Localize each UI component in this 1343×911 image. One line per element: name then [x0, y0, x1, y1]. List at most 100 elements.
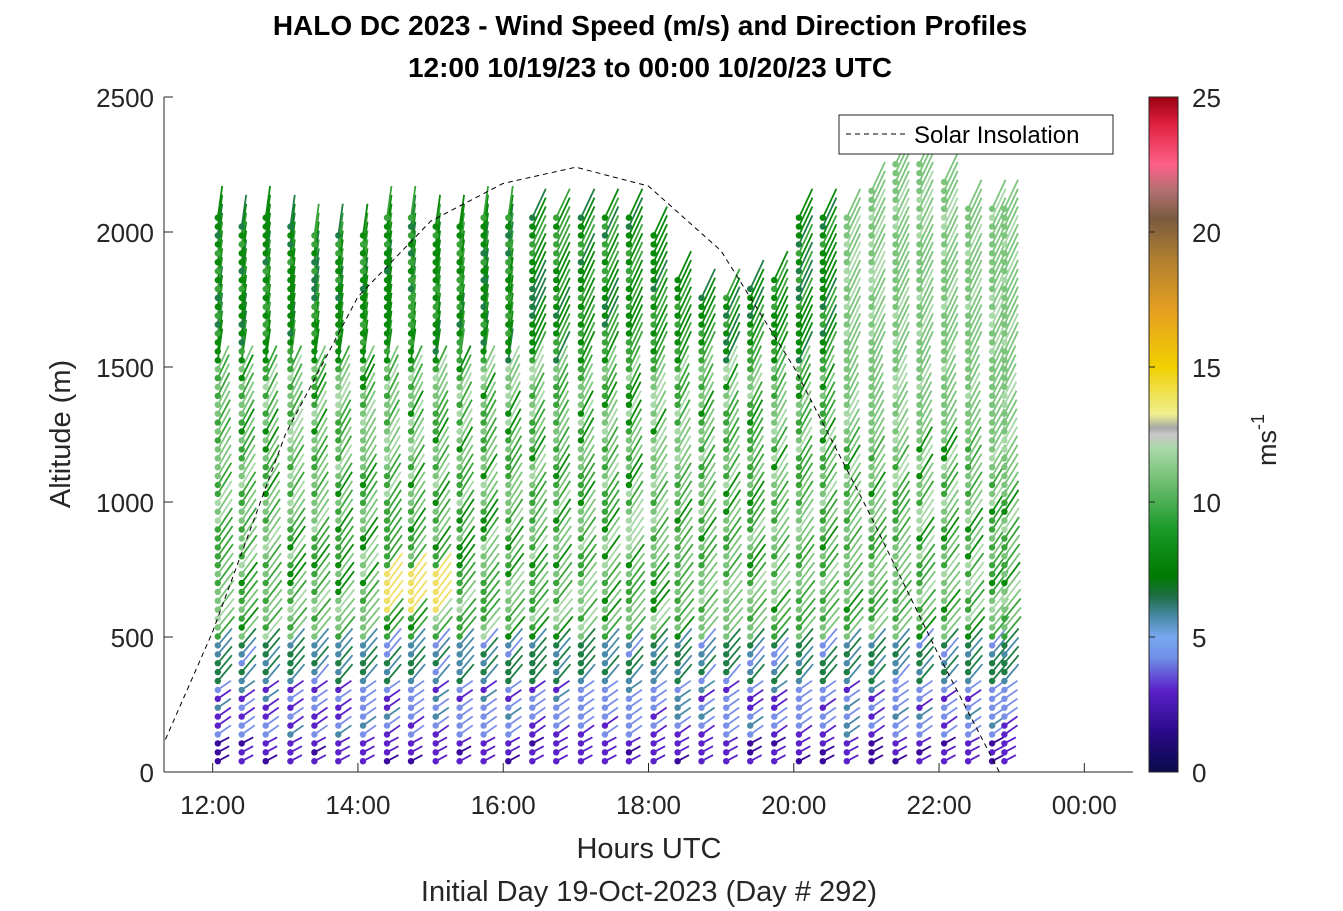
wind-barb-point: [747, 713, 754, 720]
wind-barb-point: [577, 597, 585, 604]
wind-barb-point: [407, 455, 415, 462]
wind-barb-point: [625, 606, 633, 613]
wind-barb-shaft: [652, 654, 669, 673]
wind-barb-shaft: [216, 381, 231, 406]
wind-barb-point: [238, 410, 245, 417]
wind-barb-point: [529, 481, 536, 489]
wind-barb-shaft: [725, 627, 742, 646]
wind-barb-point: [505, 722, 512, 729]
wind-barb-point: [359, 419, 367, 426]
wind-barb-point: [795, 695, 803, 702]
wind-barb-point: [988, 383, 996, 391]
wind-barb-shaft: [798, 597, 816, 620]
wind-barb-point: [262, 437, 269, 444]
wind-barb-point: [529, 303, 536, 310]
wind-barb-point: [988, 312, 996, 319]
wind-barb-shaft: [555, 507, 572, 531]
wind-barb-point: [819, 499, 826, 506]
wind-barb-point: [529, 633, 536, 640]
wind-barb-point: [1001, 704, 1008, 711]
wind-barb-point: [771, 401, 778, 408]
wind-barb-shaft: [265, 645, 281, 664]
wind-barb-point: [238, 241, 245, 248]
wind-barb-point: [432, 455, 439, 462]
wind-barb-point: [480, 508, 487, 515]
wind-barb-point: [480, 214, 487, 221]
wind-barb-shaft: [894, 453, 910, 477]
wind-barb-shaft: [700, 372, 715, 397]
wind-barb-point: [480, 472, 487, 480]
wind-barb-point: [1001, 383, 1008, 391]
wind-barb-point: [771, 597, 778, 604]
wind-barb-point: [771, 437, 778, 444]
wind-barb-shaft: [846, 636, 862, 655]
wind-barb-point: [214, 312, 221, 319]
wind-barb-point: [650, 722, 657, 729]
wind-barb-shaft: [362, 444, 377, 468]
wind-barb-point: [456, 597, 463, 604]
wind-barb-point: [988, 660, 996, 667]
wind-barb-point: [674, 499, 681, 506]
wind-barb-point: [262, 223, 269, 230]
wind-barb-point: [868, 196, 875, 204]
wind-barb-point: [819, 401, 826, 408]
wind-barb-point: [335, 517, 342, 524]
wind-barb-point: [311, 606, 318, 613]
wind-barb-point: [747, 686, 754, 694]
wind-barb-point: [529, 410, 536, 417]
wind-barb-point: [892, 294, 899, 302]
wind-barb-point: [1001, 276, 1008, 284]
wind-barb-shaft: [604, 462, 620, 486]
wind-barb-point: [577, 722, 585, 729]
wind-barb-point: [214, 660, 221, 667]
wind-barb-point: [795, 294, 803, 302]
wind-barb-point: [940, 446, 948, 453]
wind-barb-point: [238, 401, 245, 408]
wind-barb-shaft: [870, 645, 887, 664]
wind-barb-point: [456, 276, 463, 284]
wind-barb-shaft: [700, 507, 717, 531]
wind-barb-shaft: [676, 480, 693, 504]
wind-barb-shaft: [1003, 188, 1019, 219]
wind-barb-shaft: [289, 516, 306, 540]
wind-barb-point: [238, 597, 245, 604]
wind-barb-shaft: [264, 552, 282, 575]
wind-barb-shaft: [410, 627, 426, 646]
wind-barb-shaft: [386, 372, 400, 397]
wind-barb-shaft: [967, 206, 983, 236]
wind-barb-shaft: [531, 663, 548, 682]
wind-barb-point: [335, 508, 342, 515]
wind-barb-shaft: [676, 390, 691, 415]
wind-barb-shaft: [773, 552, 791, 575]
wind-barb-shaft: [217, 606, 235, 629]
wind-barb-shaft: [240, 534, 258, 557]
wind-barb-shaft: [216, 345, 230, 370]
wind-barb-shaft: [337, 570, 355, 593]
wind-barb-point: [650, 241, 657, 248]
wind-barb-shaft: [943, 188, 959, 219]
wind-barb-point: [480, 294, 487, 302]
wind-barb-shaft: [507, 606, 526, 629]
wind-barb-point: [553, 704, 560, 711]
wind-barb-shaft: [410, 399, 424, 424]
wind-barb-shaft: [458, 354, 472, 379]
wind-barb-shaft: [604, 507, 621, 531]
wind-barb-point: [505, 267, 512, 275]
wind-barb-point: [771, 535, 778, 542]
wind-barb-point: [940, 241, 948, 248]
wind-barb-shaft: [604, 480, 620, 504]
wind-barb-point: [1001, 535, 1008, 542]
wind-barb-point: [771, 544, 778, 551]
wind-barb-point: [480, 553, 487, 560]
wind-barb-shaft: [604, 215, 620, 245]
wind-barb-point: [432, 624, 439, 631]
wind-barb-point: [214, 294, 221, 302]
wind-barb-point: [625, 267, 633, 275]
wind-barb-point: [335, 597, 342, 604]
wind-barb-shaft: [700, 552, 718, 575]
wind-barb-shaft: [943, 372, 957, 397]
wind-barb-shaft: [725, 304, 741, 334]
wind-barb-shaft: [531, 525, 548, 548]
wind-barb-point: [601, 392, 609, 400]
wind-barb-point: [311, 357, 318, 364]
